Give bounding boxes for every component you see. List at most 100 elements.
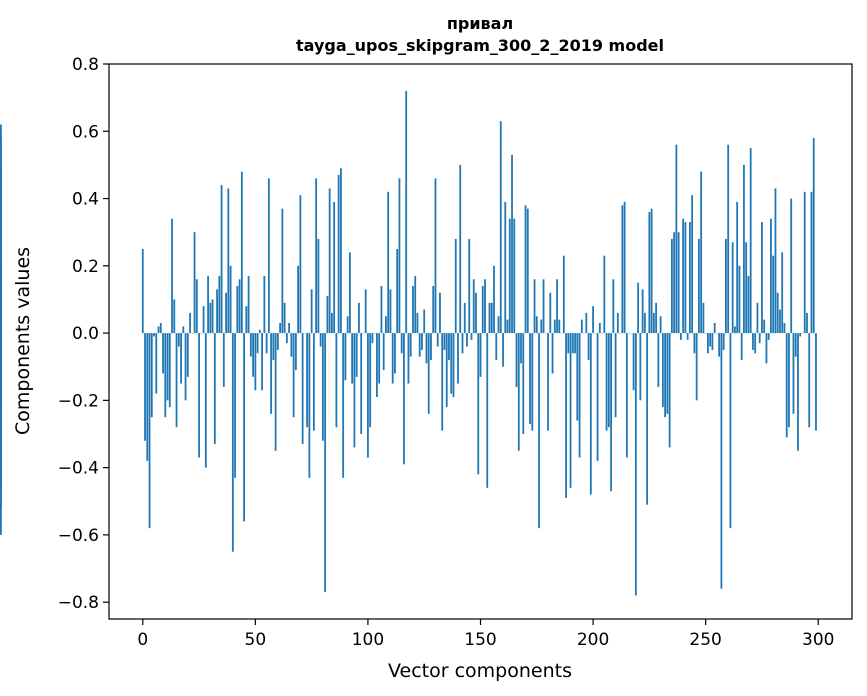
bar-47 [247, 275, 250, 334]
bar-97 [360, 333, 363, 434]
bar-32 [213, 333, 216, 445]
bar-200 [592, 306, 594, 334]
bar-268 [745, 242, 748, 334]
bar-25 [198, 333, 200, 458]
bar-124 [421, 333, 423, 350]
bar-79 [319, 333, 322, 347]
bar-86 [335, 333, 338, 428]
bar-232 [664, 333, 667, 418]
bar-91 [346, 316, 349, 334]
bar-131 [436, 333, 439, 347]
bar-187 [562, 255, 565, 334]
bar-249 [702, 302, 705, 334]
bar-274 [758, 333, 761, 344]
y-axis-label: Components values [12, 247, 34, 435]
bar-208 [610, 333, 612, 492]
bar-84 [331, 312, 333, 334]
bar-227 [652, 312, 655, 334]
bar-256 [718, 333, 721, 357]
x-axis-ticks: 0 50 100 150 200 250 300 [137, 619, 834, 650]
bar-53 [261, 333, 263, 391]
bar-247 [698, 238, 700, 334]
bar-191 [571, 333, 574, 354]
x-tick-label: 300 [802, 630, 834, 650]
bar-139 [454, 238, 457, 334]
bar-28 [204, 333, 207, 468]
bar-176 [538, 333, 540, 529]
bar-164 [511, 154, 513, 334]
x-tick-label: 250 [689, 630, 721, 650]
bar-280 [772, 255, 775, 334]
bar-214 [623, 201, 626, 334]
bar-213 [621, 205, 624, 334]
bar-140 [457, 333, 459, 384]
bar-221 [639, 333, 642, 401]
bar-190 [569, 333, 572, 488]
bar-203 [598, 323, 601, 334]
bar-121 [414, 275, 417, 334]
bar-155 [490, 302, 493, 334]
bar-56 [267, 178, 270, 334]
bar-80 [321, 333, 324, 441]
bar-205 [603, 255, 606, 334]
bar-277 [765, 333, 768, 364]
bar-283 [779, 309, 781, 334]
y-tick-label: 0.2 [72, 257, 99, 277]
bar-69 [297, 265, 300, 334]
bar-42 [236, 286, 239, 334]
bar-40 [231, 333, 234, 552]
bar-195 [580, 319, 583, 334]
bar-123 [418, 333, 421, 357]
bar-65 [288, 323, 291, 334]
bar-27 [202, 306, 205, 334]
bar-207 [607, 333, 610, 428]
bar-21 [189, 312, 191, 334]
bar-142 [461, 333, 464, 354]
bar-125 [423, 309, 426, 334]
bar-41 [234, 333, 236, 478]
bar-52 [258, 329, 261, 334]
bar-260 [727, 144, 730, 334]
bar-253 [711, 333, 714, 350]
bar-153 [486, 333, 489, 488]
bar-220 [637, 282, 640, 334]
bar-287 [788, 333, 790, 428]
bar-159 [499, 121, 502, 334]
bar-129 [432, 286, 435, 334]
bar-162 [506, 319, 509, 334]
bar-294 [803, 191, 806, 334]
bar-229 [657, 333, 660, 387]
chart-subtitle: tayga_upos_skipgram_300_2_2019 model [296, 36, 664, 55]
y-tick-label: −0.8 [58, 593, 99, 613]
bar-50 [254, 333, 257, 391]
bar-257 [720, 333, 723, 589]
bar-76 [312, 333, 315, 431]
bar-289 [792, 333, 795, 414]
bar-85 [333, 201, 336, 334]
bar-0 [141, 249, 144, 334]
bar-226 [650, 208, 653, 334]
bar-133 [441, 333, 444, 431]
bar-undefined [0, 292, 2, 334]
bar-63 [283, 302, 286, 334]
bar-265 [738, 265, 741, 334]
bar-189 [567, 333, 570, 354]
bar-236 [673, 232, 676, 334]
bar-173 [531, 333, 534, 431]
bar-119 [409, 333, 412, 357]
bar-60 [276, 333, 279, 350]
bar-101 [369, 333, 372, 428]
bar-202 [596, 333, 599, 461]
bar-108 [385, 316, 387, 334]
bar-96 [358, 302, 360, 334]
bar-145 [468, 238, 471, 334]
bar-67 [292, 333, 295, 418]
bar-180 [547, 333, 549, 431]
bar-273 [756, 302, 759, 334]
bar-90 [344, 333, 347, 381]
bar-14 [173, 299, 176, 334]
bar-244 [691, 195, 694, 334]
bar-184 [556, 279, 558, 334]
bar-55 [265, 333, 268, 354]
